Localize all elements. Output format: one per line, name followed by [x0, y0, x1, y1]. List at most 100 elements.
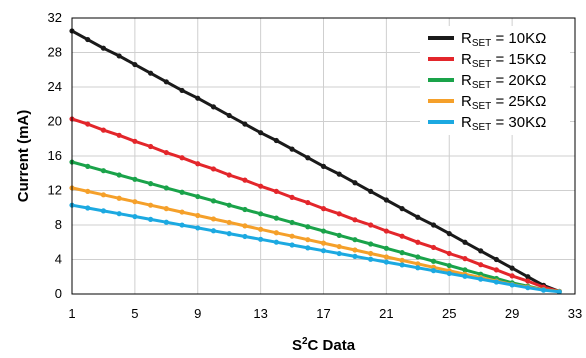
data-point — [305, 237, 311, 243]
data-point — [368, 241, 374, 247]
data-point — [100, 192, 107, 198]
data-point — [100, 45, 107, 51]
legend-rest: = 15KΩ — [491, 51, 546, 68]
x-tick-label: 33 — [568, 306, 582, 321]
data-point — [258, 183, 264, 189]
x-tick-label: 9 — [194, 306, 201, 321]
data-point — [179, 155, 185, 161]
data-point — [273, 188, 279, 194]
data-point — [525, 274, 531, 280]
legend-main: R — [461, 72, 472, 89]
data-point — [210, 166, 217, 172]
data-point — [462, 267, 468, 273]
data-point — [210, 104, 217, 110]
legend-sub: SET — [472, 59, 491, 70]
data-point — [273, 230, 279, 236]
data-point — [258, 130, 264, 136]
data-point — [210, 228, 217, 234]
plot-border — [71, 17, 576, 295]
data-point — [195, 193, 201, 200]
data-point — [242, 233, 248, 240]
data-point — [289, 146, 295, 152]
legend-entry: RSET = 10KΩ — [461, 30, 546, 49]
x-tick-label: 17 — [316, 306, 330, 321]
data-point — [210, 216, 217, 222]
y-tick-label: 4 — [55, 252, 62, 267]
data-point — [195, 225, 201, 231]
data-point — [509, 265, 515, 271]
data-point — [163, 219, 169, 225]
data-point — [273, 239, 279, 245]
data-point — [179, 209, 185, 215]
series-line — [71, 29, 560, 293]
data-point — [430, 222, 437, 228]
data-point — [179, 87, 185, 94]
data-point — [116, 132, 122, 138]
data-point — [525, 285, 531, 291]
y-tick-label: 16 — [48, 148, 62, 163]
data-point — [320, 228, 327, 234]
legend-main: R — [461, 51, 472, 68]
data-point — [415, 261, 421, 267]
data-point — [116, 195, 122, 201]
data-point — [305, 245, 311, 251]
series-line — [71, 160, 560, 293]
data-point — [132, 199, 138, 205]
data-point — [305, 155, 311, 161]
data-point — [525, 278, 531, 284]
data-point — [100, 168, 107, 174]
data-point — [446, 250, 452, 257]
data-point — [147, 202, 154, 208]
data-point — [289, 242, 295, 248]
data-point — [478, 276, 484, 282]
data-point — [85, 205, 91, 211]
data-point — [258, 226, 264, 232]
x-tick-label: 1 — [68, 306, 75, 321]
data-point — [147, 143, 154, 150]
data-point — [100, 208, 107, 214]
data-point — [226, 112, 232, 119]
legend-sub: SET — [472, 80, 491, 91]
data-point — [383, 228, 389, 234]
data-point — [399, 233, 405, 239]
data-point — [195, 161, 201, 167]
data-point — [368, 256, 374, 262]
data-point — [352, 217, 358, 223]
data-point — [147, 181, 154, 187]
legend-rest: = 20KΩ — [491, 72, 546, 89]
x-axis-label-sup: 2 — [302, 336, 308, 347]
data-point — [116, 172, 122, 178]
data-point — [336, 243, 342, 250]
data-point — [320, 248, 327, 254]
data-point — [305, 224, 311, 230]
data-point — [132, 176, 138, 182]
x-axis-ticks: 1 5 9 13 17 21 25 29 33 — [68, 306, 582, 321]
data-point — [163, 79, 169, 85]
x-tick-label: 29 — [505, 306, 519, 321]
legend-sub: SET — [472, 38, 491, 49]
legend-rest: = 10KΩ — [491, 30, 546, 47]
data-point — [509, 282, 515, 288]
data-point — [446, 231, 452, 237]
data-point — [242, 121, 248, 127]
data-point — [383, 254, 389, 260]
data-point — [383, 197, 389, 203]
data-point — [258, 236, 264, 242]
legend-entry: RSET = 25KΩ — [461, 93, 546, 112]
y-tick-label: 20 — [48, 114, 62, 129]
data-point — [336, 250, 342, 257]
data-point — [85, 163, 91, 169]
data-point — [415, 239, 421, 245]
data-point — [352, 253, 358, 259]
legend-rest: = 25KΩ — [491, 93, 546, 110]
data-point — [85, 121, 91, 127]
legend-main: R — [461, 30, 472, 47]
data-point — [320, 206, 327, 212]
data-point — [415, 214, 421, 220]
data-point — [493, 267, 500, 273]
data-point — [430, 258, 437, 264]
data-point — [478, 248, 484, 254]
x-tick-label: 13 — [253, 306, 267, 321]
data-point — [399, 262, 405, 268]
